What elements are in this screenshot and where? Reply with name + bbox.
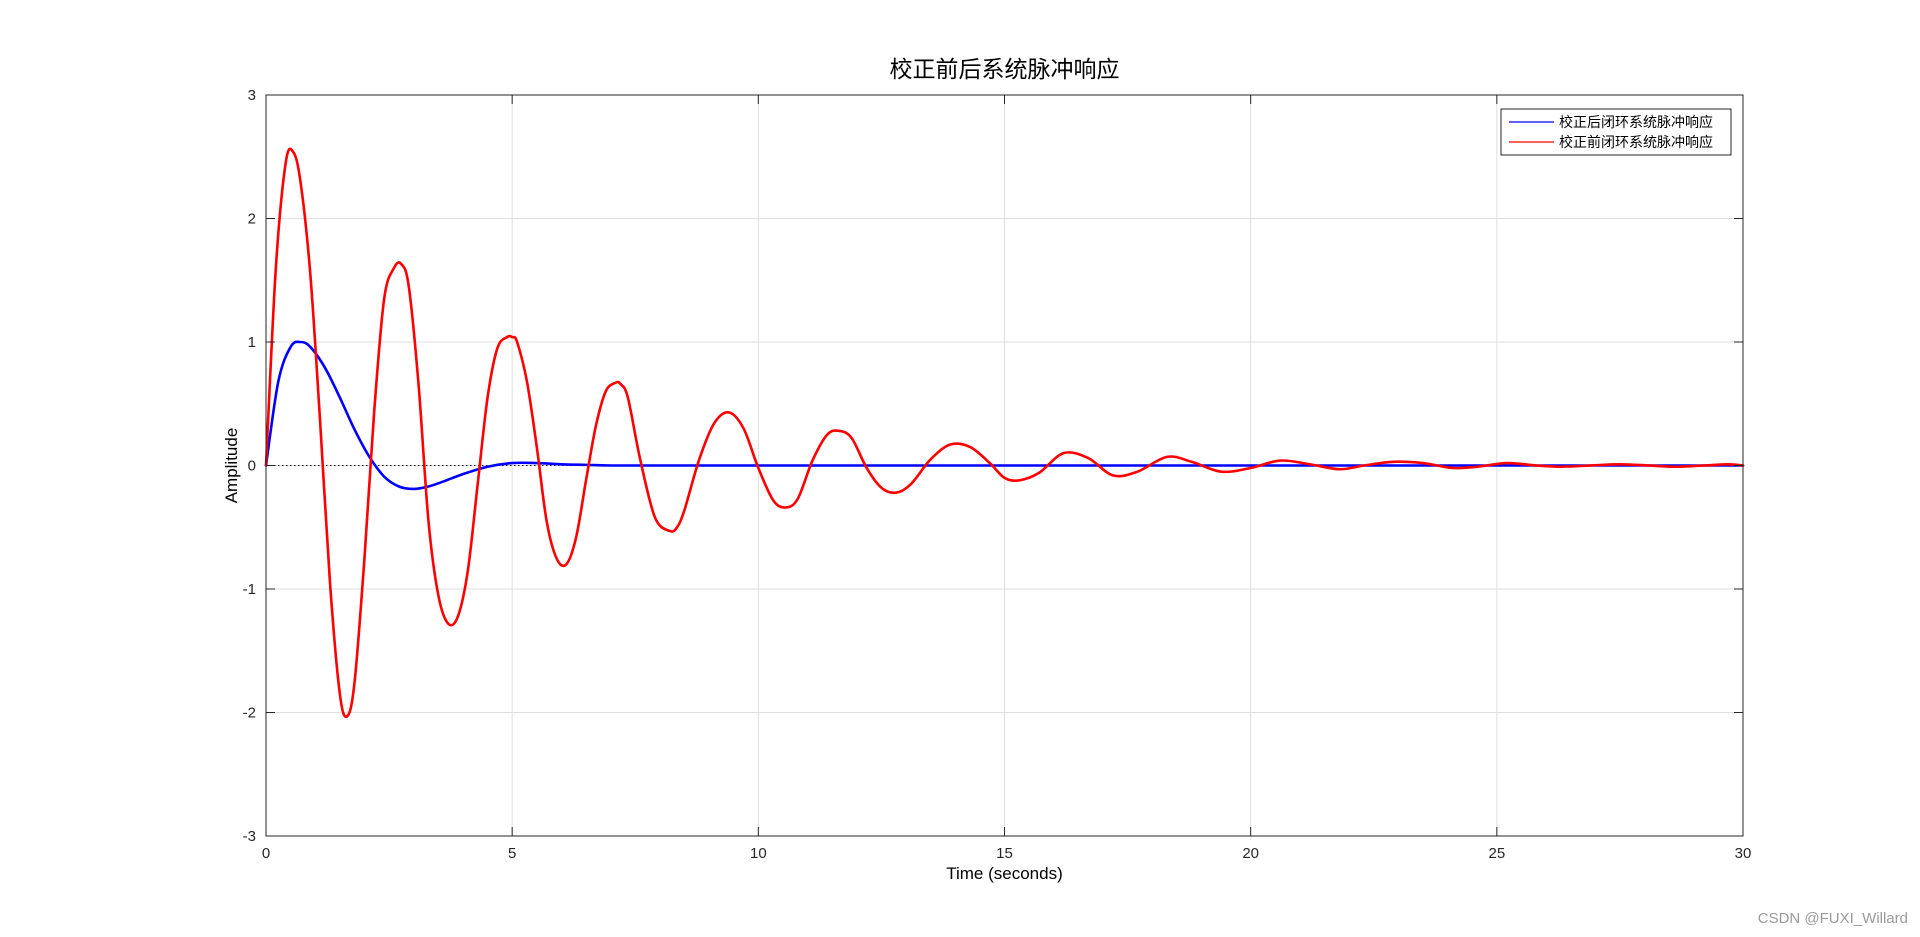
x-tick-label: 10 — [750, 845, 767, 862]
x-axis-title: Time (seconds) — [946, 864, 1063, 883]
watermark-text: CSDN @FUXI_Willard — [1757, 910, 1908, 927]
y-axis-title: Amplitude — [222, 428, 241, 504]
x-tick-label: 5 — [508, 845, 516, 862]
series-line-before-correction — [264, 147, 1745, 719]
x-tick-label: 25 — [1488, 845, 1505, 862]
y-tick-label: 1 — [248, 334, 256, 351]
y-tick-label: 0 — [248, 458, 256, 475]
series-lines — [264, 147, 1745, 719]
x-tick-label: 15 — [996, 845, 1013, 862]
y-tick-label: -3 — [243, 828, 256, 845]
x-tick-label: 30 — [1735, 845, 1752, 862]
y-tick-label: -2 — [243, 705, 256, 722]
axis-ticks — [265, 94, 1744, 837]
y-tick-label: 2 — [248, 211, 256, 228]
x-tick-label: 0 — [262, 845, 270, 862]
legend-label-before-correction: 校正前闭环系统脉冲响应 — [1559, 134, 1713, 151]
axis-tick-labels: 0 5 10 15 20 25 30 -3 -2 -1 0 1 2 3 — [243, 87, 1752, 862]
y-tick-label: 3 — [248, 87, 256, 104]
x-tick-label: 20 — [1242, 845, 1259, 862]
legend[interactable]: 校正后闭环系统脉冲响应 校正前闭环系统脉冲响应 — [1500, 108, 1732, 156]
legend-box — [1500, 108, 1732, 156]
chart-title: 校正前后系统脉冲响应 — [890, 57, 1120, 83]
y-tick-label: -1 — [243, 581, 256, 598]
legend-label-after-correction: 校正后闭环系统脉冲响应 — [1559, 114, 1713, 131]
